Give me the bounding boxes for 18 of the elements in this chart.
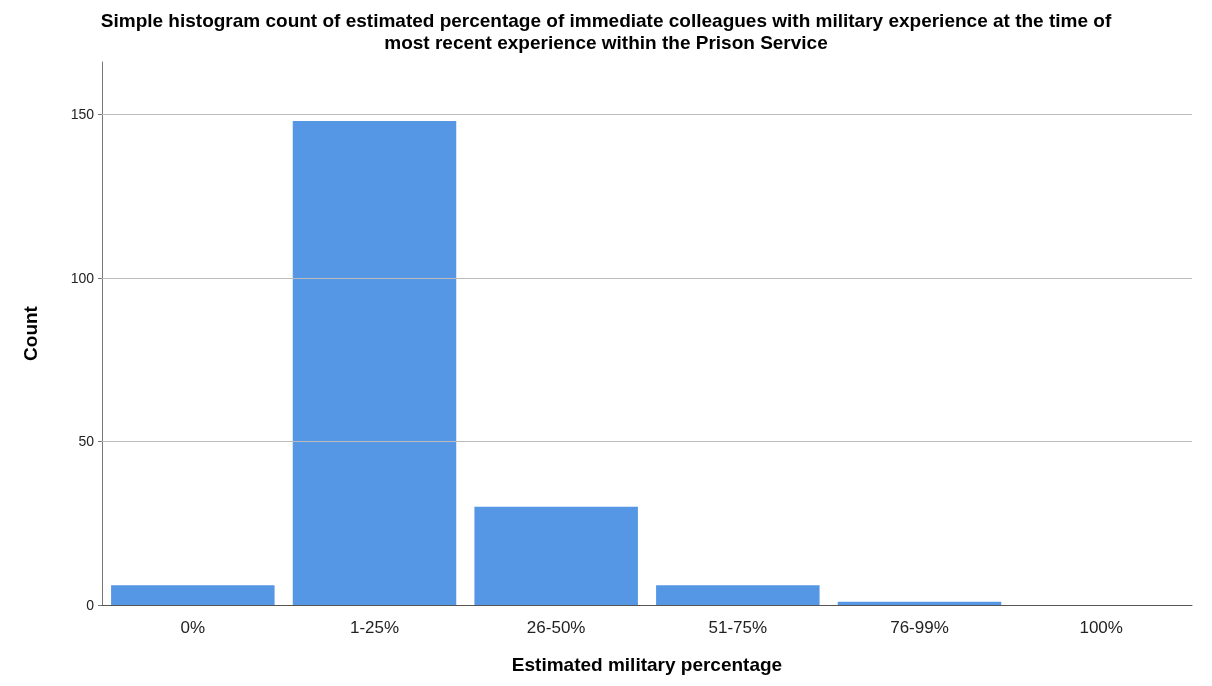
x-tick-label: 51-75% (708, 618, 768, 637)
y-tick-label: 100 (70, 269, 95, 286)
x-tick-label: 0% (180, 618, 206, 637)
x-tick-label: 100% (1079, 618, 1123, 637)
bar (656, 585, 820, 605)
y-tick-label: 150 (70, 106, 95, 123)
x-tick-label: 76-99% (890, 618, 949, 637)
bar (837, 601, 1002, 605)
bar (292, 120, 457, 605)
x-axis-title: Estimated military percentage (511, 654, 783, 675)
bar (111, 585, 275, 605)
chart-title: Simple histogram count of estimated percentage of immediate colleagues with military experience at the time of most recent experience within the Prison Service (100, 9, 1112, 53)
y-axis-title: Count (20, 305, 41, 361)
x-tick-label: 1-25% (349, 618, 400, 637)
x-tick-label: 26-50% (526, 618, 586, 637)
y-tick-label: 0 (86, 597, 95, 613)
bar (474, 506, 638, 605)
y-tick-label: 50 (78, 433, 95, 450)
